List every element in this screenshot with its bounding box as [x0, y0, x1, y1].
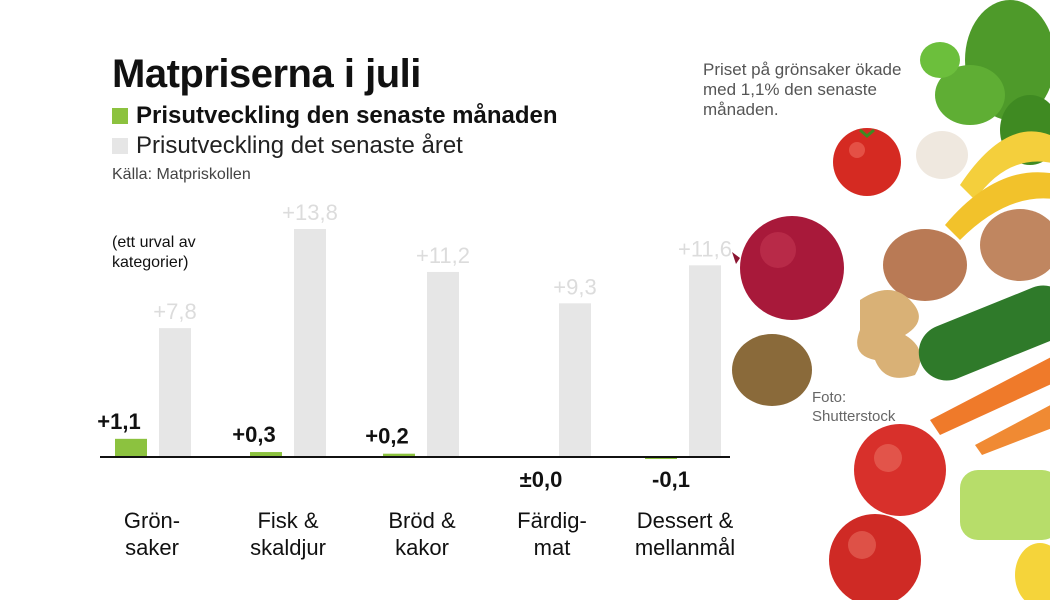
apple-image-2: [829, 514, 921, 600]
vegetable-photo: [732, 0, 1050, 600]
carrot-image: [930, 357, 1050, 435]
category-label: Bröd &: [388, 508, 456, 533]
month-bar: [115, 438, 147, 457]
pomegranate-image: [732, 216, 844, 320]
legend-item-year: Prisutveckling det senaste året: [112, 132, 463, 160]
month-value-label: +1,1: [97, 409, 140, 434]
month-bar: [383, 453, 415, 457]
potato-image: [883, 229, 967, 301]
category-label: saker: [125, 535, 179, 560]
legend-item-month: Prisutveckling den senaste månaden: [112, 102, 558, 130]
legend-label-month: Prisutveckling den senaste månaden: [136, 102, 558, 129]
tomato-image: [833, 128, 901, 196]
chart-title: Matpriserna i juli: [112, 52, 421, 96]
banana-image: [945, 131, 1050, 240]
potato-image-2: [980, 209, 1050, 281]
month-value-label: ±0,0: [520, 467, 563, 492]
year-bar: [559, 303, 591, 457]
selection-note: (ett urval av kategorier): [112, 234, 196, 271]
year-bar: [294, 229, 326, 457]
year-value-label: +11,2: [416, 243, 470, 268]
apple-image: [854, 424, 946, 516]
month-bar: [250, 452, 282, 457]
photo-credit: Foto: Shutterstock: [812, 389, 896, 425]
category-label: Grön-: [124, 508, 180, 533]
info-caption: Priset på grönsaker ökade med 1,1% den s…: [703, 60, 902, 119]
year-value-label: +7,8: [153, 299, 196, 324]
year-value-label: +11,6: [678, 236, 732, 261]
category-label: skaldjur: [250, 535, 326, 560]
year-bar: [427, 271, 459, 457]
category-label: kakor: [395, 535, 449, 560]
year-bar: [689, 265, 721, 457]
legend-label-year: Prisutveckling det senaste året: [136, 132, 463, 159]
category-label: Fisk &: [257, 508, 318, 533]
year-value-label: +9,3: [553, 274, 596, 299]
category-label: mat: [534, 535, 571, 560]
celery-image: [960, 470, 1050, 540]
year-value-label: +13,8: [282, 200, 338, 225]
category-label: mellanmål: [635, 535, 735, 560]
ginger-image: [857, 290, 921, 378]
kiwi-image: [732, 334, 812, 406]
month-value-label: +0,2: [365, 424, 408, 449]
legend-swatch-year: [112, 138, 128, 154]
garlic-image: [916, 131, 968, 179]
category-label: Dessert &: [637, 508, 734, 533]
lemon-image: [1015, 543, 1050, 600]
carrot-image-2: [975, 405, 1050, 455]
cucumber-image: [918, 285, 1050, 381]
category-label: Färdig-: [517, 508, 587, 533]
year-bar: [159, 328, 191, 457]
month-value-label: +0,3: [232, 422, 275, 447]
month-value-label: -0,1: [652, 467, 690, 492]
source-text: Källa: Matpriskollen: [112, 166, 251, 183]
legend-swatch-month: [112, 108, 128, 124]
